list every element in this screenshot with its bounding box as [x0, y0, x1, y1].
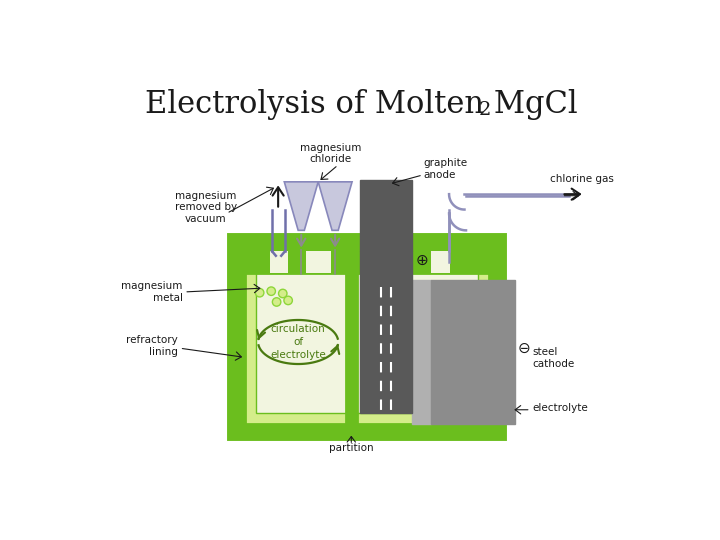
Text: electrolyte: electrolyte: [532, 403, 588, 413]
Bar: [360, 251, 412, 413]
Bar: [306, 251, 330, 273]
Bar: [346, 273, 356, 423]
Text: graphite
anode: graphite anode: [423, 158, 467, 179]
Bar: [270, 251, 288, 273]
Text: Electrolysis of Molten MgCl: Electrolysis of Molten MgCl: [145, 89, 577, 120]
Text: 2: 2: [479, 101, 492, 119]
Bar: [256, 262, 478, 413]
Bar: [234, 240, 500, 434]
Circle shape: [256, 288, 264, 297]
Circle shape: [284, 296, 292, 305]
Bar: [360, 180, 412, 251]
Circle shape: [272, 298, 281, 306]
Text: magnesium
metal: magnesium metal: [121, 281, 183, 303]
Polygon shape: [284, 182, 318, 231]
Bar: [431, 280, 516, 423]
Text: refractory
lining: refractory lining: [126, 335, 178, 356]
Text: ⊕: ⊕: [416, 253, 428, 268]
Polygon shape: [318, 182, 352, 231]
Bar: [245, 251, 489, 423]
Text: chlorine gas: chlorine gas: [550, 174, 614, 184]
Text: circulation
of
electrolyte: circulation of electrolyte: [270, 324, 326, 360]
Text: steel
cathode: steel cathode: [532, 347, 575, 369]
Text: magnesium
removed by
vacuum: magnesium removed by vacuum: [175, 191, 237, 224]
Circle shape: [279, 289, 287, 298]
Circle shape: [267, 287, 276, 295]
Text: partition: partition: [329, 443, 374, 453]
Text: ⊖: ⊖: [518, 341, 531, 356]
Text: magnesium
chloride: magnesium chloride: [300, 143, 361, 164]
Bar: [245, 251, 489, 273]
Bar: [431, 251, 450, 273]
Bar: [412, 280, 431, 423]
